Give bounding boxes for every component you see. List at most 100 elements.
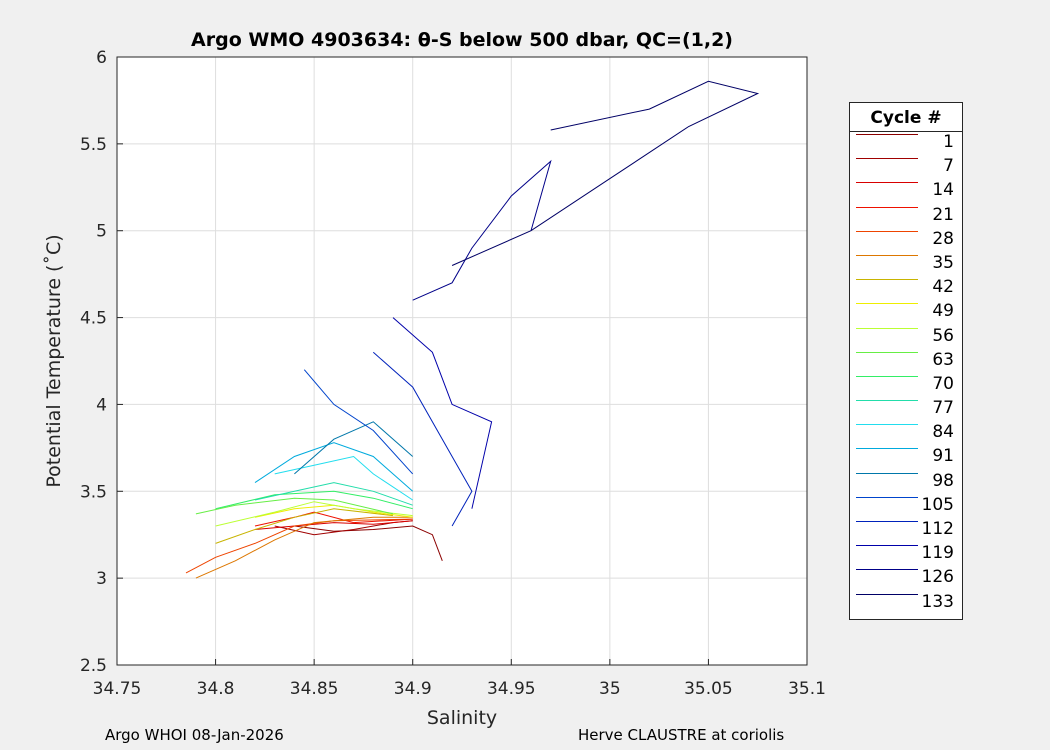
- legend-entry: 21: [850, 205, 962, 229]
- series-line-cycle-63: [195, 497, 394, 515]
- y-tick-label: 6: [96, 48, 107, 68]
- legend-label: 70: [932, 373, 954, 394]
- legend-label: 28: [932, 228, 954, 249]
- legend-entry: 49: [850, 301, 962, 325]
- legend-entry: 35: [850, 253, 962, 277]
- legend-label: 14: [932, 180, 954, 201]
- legend-swatch: [856, 448, 918, 450]
- y-tick-label: 3: [96, 569, 107, 589]
- series-line-cycle-119: [392, 317, 493, 509]
- x-tick-label: 35: [599, 679, 621, 699]
- legend-swatch: [856, 206, 918, 208]
- series-layer: [185, 80, 760, 579]
- legend-entry: 56: [850, 326, 962, 350]
- legend-label: 56: [932, 325, 954, 346]
- legend-swatch: [856, 230, 918, 232]
- y-tick-label: 5: [96, 222, 107, 242]
- legend-swatch: [856, 521, 918, 522]
- legend-swatch: [856, 182, 918, 184]
- series-line-cycle-105: [303, 369, 414, 475]
- legend-entry: 42: [850, 277, 962, 301]
- legend-entry: 126: [850, 567, 962, 591]
- plot-frame: [116, 56, 808, 666]
- legend-title: Cycle #: [850, 103, 962, 132]
- legend-entry: 1: [850, 132, 962, 156]
- legend-swatch: [856, 593, 918, 595]
- y-tick-label: 4.5: [80, 309, 107, 329]
- series-line-cycle-126: [412, 159, 552, 301]
- x-tick-label: 35.05: [684, 679, 733, 699]
- legend-entry: 84: [850, 422, 962, 446]
- legend-entry: 119: [850, 543, 962, 567]
- y-tick-label: 2.5: [80, 656, 107, 676]
- x-axis-label: Salinity: [427, 707, 497, 729]
- legend-swatch: [856, 158, 918, 160]
- legend: Cycle # 1 7 14 21 28 35 42 49 56 63 70 77 84 91 98 105 1…: [849, 102, 963, 620]
- series-line-cycle-77: [254, 482, 413, 506]
- legend-swatch: [856, 303, 918, 305]
- legend-swatch: [856, 472, 918, 474]
- legend-swatch: [856, 545, 918, 547]
- legend-swatch: [856, 400, 918, 402]
- legend-label: 126: [921, 567, 954, 588]
- legend-label: 133: [921, 591, 954, 612]
- legend-swatch: [856, 351, 918, 353]
- legend-label: 63: [932, 349, 954, 370]
- series-line-cycle-14: [254, 520, 413, 530]
- legend-swatch: [856, 279, 918, 281]
- chart-title: Argo WMO 4903634: θ-S below 500 dbar, QC…: [191, 29, 733, 51]
- legend-entry: 91: [850, 446, 962, 470]
- footer-right: Herve CLAUSTRE at coriolis: [578, 726, 785, 744]
- series-line-cycle-42: [215, 508, 394, 544]
- series-line-cycle-98: [294, 421, 414, 475]
- legend-swatch: [856, 424, 918, 426]
- y-tick-label: 3.5: [80, 482, 107, 502]
- legend-entry: 105: [850, 495, 962, 519]
- x-tick-label: 34.9: [394, 679, 432, 699]
- legend-label: 84: [932, 422, 954, 443]
- legend-entry: 112: [850, 519, 962, 543]
- x-tick-label: 34.75: [93, 679, 142, 699]
- legend-label: 42: [932, 277, 954, 298]
- legend-label: 49: [932, 301, 954, 322]
- legend-label: 98: [932, 470, 954, 491]
- legend-entry: 77: [850, 398, 962, 422]
- legend-label: 21: [932, 204, 954, 225]
- series-line-cycle-91: [254, 442, 414, 492]
- legend-swatch: [856, 569, 918, 571]
- legend-swatch: [856, 327, 918, 329]
- legend-swatch: [856, 375, 918, 377]
- footer-left: Argo WHOI 08-Jan-2026: [105, 726, 284, 744]
- y-axis-label: Potential Temperature (˚C): [43, 234, 65, 487]
- legend-label: 77: [932, 398, 954, 419]
- legend-entry: 14: [850, 180, 962, 204]
- x-tick-label: 34.8: [197, 679, 235, 699]
- legend-entry: 63: [850, 350, 962, 374]
- plot-area: [117, 57, 807, 665]
- y-tick-label: 5.5: [80, 135, 107, 155]
- legend-entry: 98: [850, 471, 962, 495]
- ticks: 34.75 34.8 34.85 34.9 34.95 35 35.05 35.1 2.5 3 3.…: [80, 48, 826, 699]
- legend-swatch: [856, 496, 918, 498]
- legend-label: 119: [921, 543, 954, 564]
- legend-entries: 1 7 14 21 28 35 42 49 56 63 70 77 84 91 98 105 112 119 126…: [850, 132, 962, 616]
- legend-label: 1: [943, 132, 954, 152]
- series-line-cycle-112: [372, 351, 473, 527]
- series-line-cycle-1: [294, 525, 443, 561]
- legend-label: 112: [921, 519, 954, 539]
- legend-swatch: [856, 134, 918, 135]
- legend-label: 7: [943, 156, 954, 177]
- series-line-cycle-56: [215, 501, 413, 527]
- legend-swatch: [856, 254, 918, 256]
- x-tick-label: 35.1: [788, 679, 826, 699]
- series-line-cycle-133: [451, 80, 760, 266]
- series-line-cycle-21: [254, 511, 413, 527]
- legend-label: 105: [921, 494, 954, 515]
- y-tick-label: 4: [96, 395, 107, 415]
- x-tick-label: 34.85: [290, 679, 339, 699]
- legend-entry: 7: [850, 156, 962, 180]
- x-tick-label: 34.95: [487, 679, 536, 699]
- legend-label: 35: [932, 252, 954, 273]
- series-line-cycle-70: [215, 490, 413, 510]
